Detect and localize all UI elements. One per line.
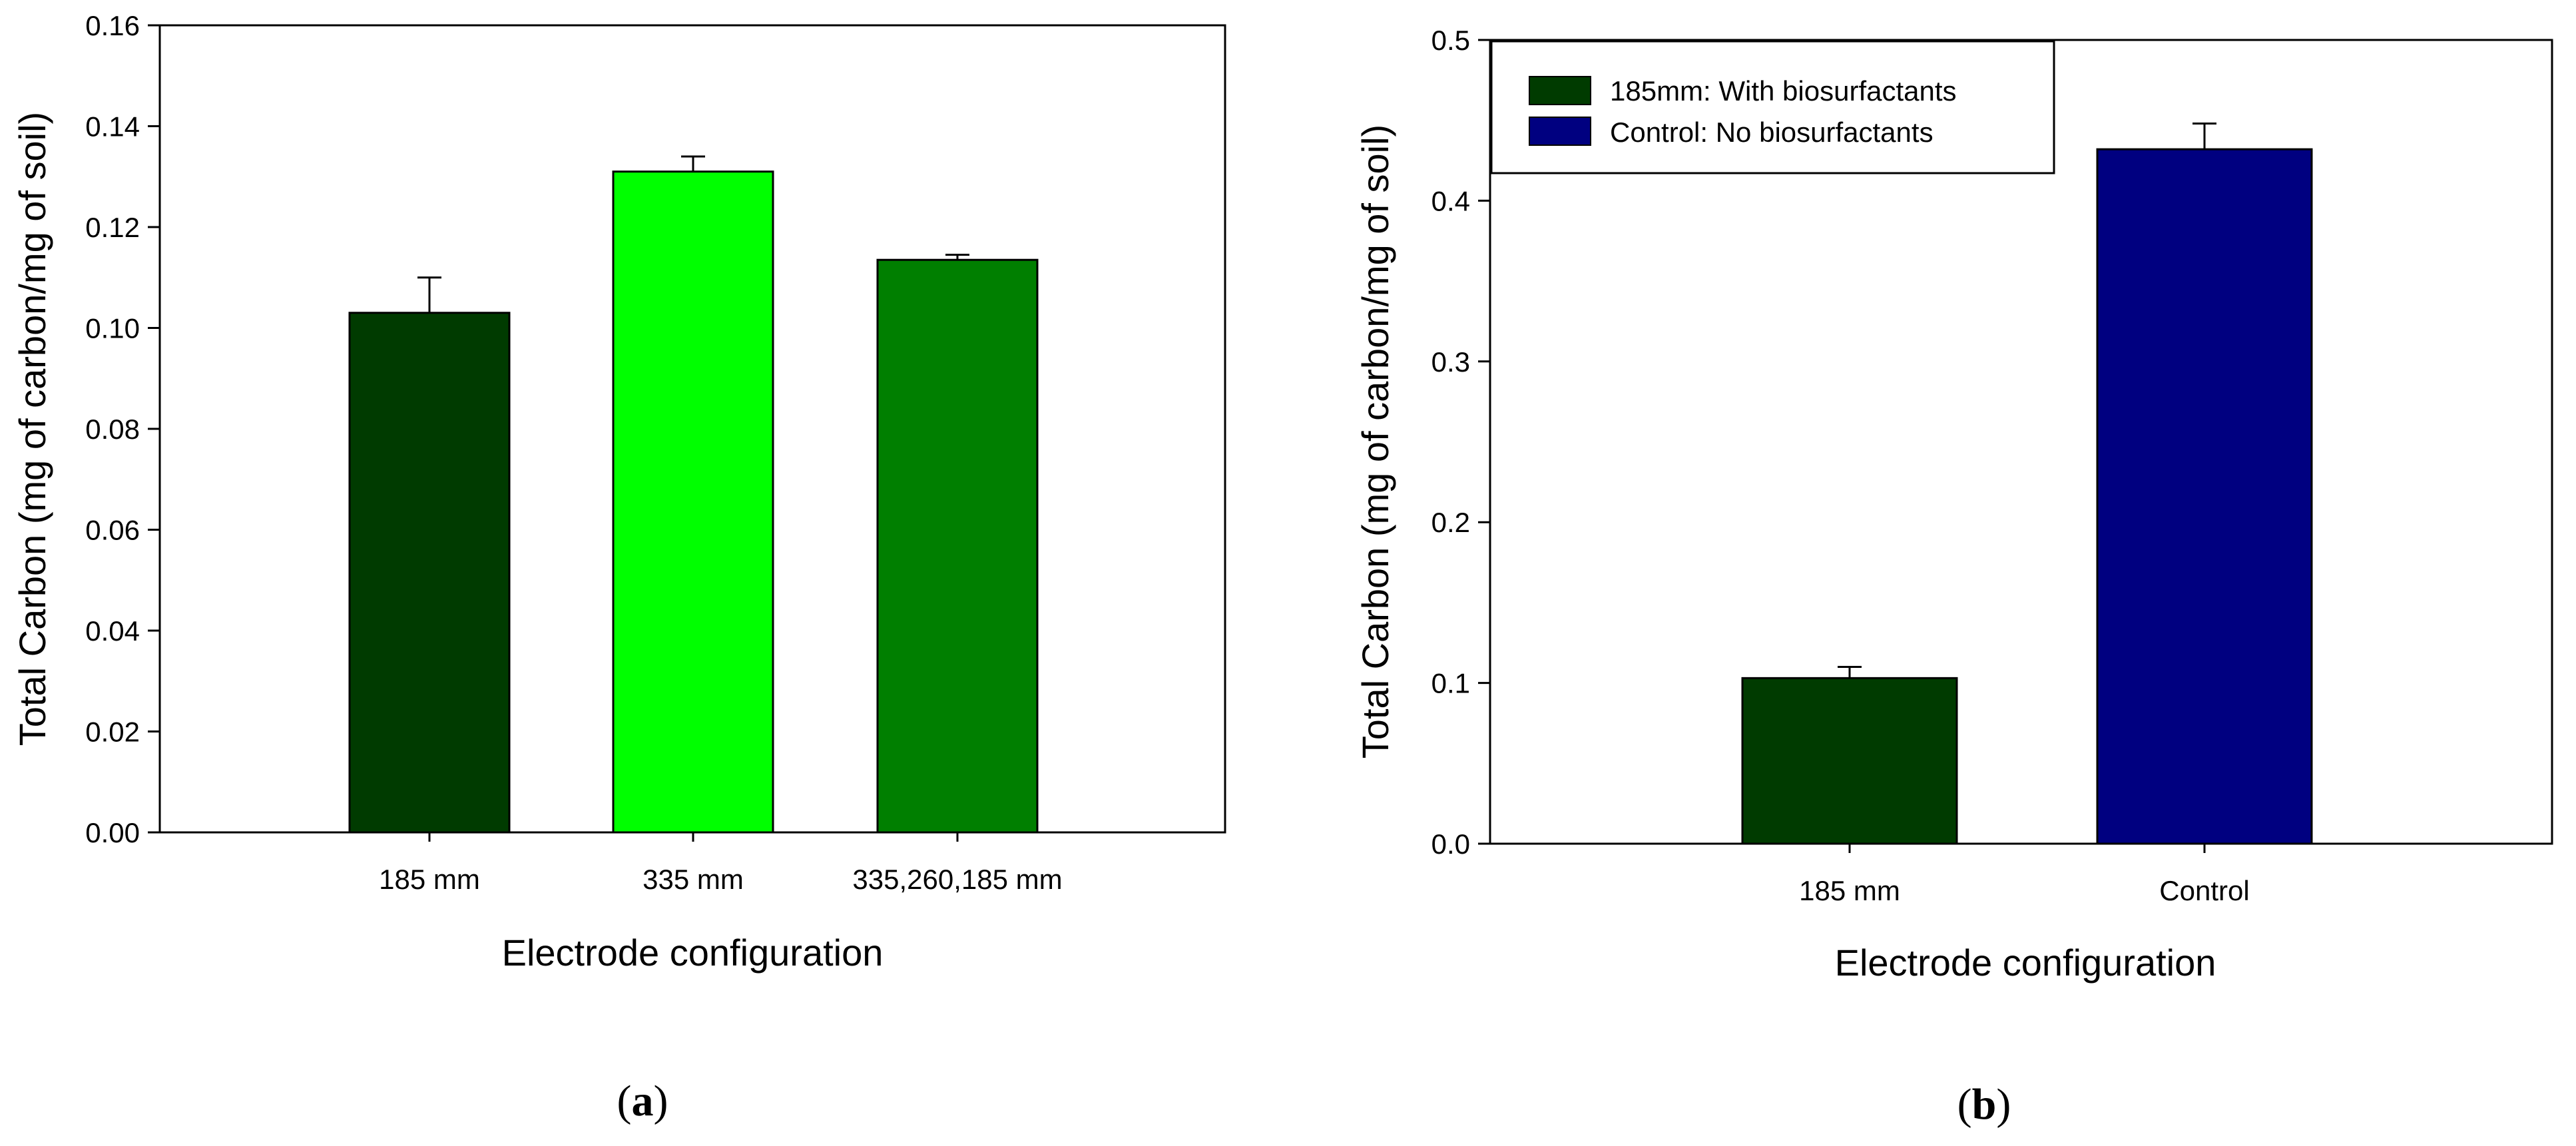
legend-swatch-0 <box>1529 76 1591 105</box>
y-tick-label-0: 0.00 <box>85 817 140 848</box>
panel-label-b: (b) <box>1957 1080 2011 1129</box>
x-tick-label-2: 335,260,185 mm <box>852 864 1062 895</box>
y-axis-a: 0.00 0.02 0.04 0.06 0.08 0.10 0.12 0.14 0.16 <box>85 10 160 848</box>
x-tick-label-1: 335 mm <box>643 864 744 895</box>
chart-panel-a: 0.00 0.02 0.04 0.06 0.08 0.10 0.12 0.14 0.16 185… <box>11 10 1226 1125</box>
y-tick-label-1: 0.02 <box>85 716 140 748</box>
x-axis-b: 185 mm Control <box>1799 844 2250 906</box>
y-tick-label-8: 0.16 <box>85 10 140 41</box>
bar-1 <box>612 170 774 834</box>
panel-label-a: (a) <box>617 1077 668 1125</box>
y-axis-title-a: Total Carbon (mg of carbon/mg of soil) <box>11 112 53 746</box>
y-tick-label-2: 0.2 <box>1431 507 1470 538</box>
y-tick-label-5: 0.5 <box>1431 25 1470 56</box>
y-tick-label-0: 0.0 <box>1431 828 1470 860</box>
legend-label-1: Control: No biosurfactants <box>1610 117 1933 148</box>
y-tick-label-5: 0.10 <box>85 313 140 344</box>
bar-0 <box>348 312 511 834</box>
y-tick-label-4: 0.08 <box>85 414 140 445</box>
x-axis-title-b: Electrode configuration <box>1835 942 2216 984</box>
x-tick-label-0: 185 mm <box>1799 875 1900 906</box>
y-axis-title-b: Total Carbon (mg of carbon/mg of soil) <box>1354 125 1396 758</box>
bars-a <box>348 155 1039 834</box>
plot-frame-b <box>1489 39 2553 845</box>
x-axis-title-a: Electrode configuration <box>502 932 884 974</box>
y-axis-b: 0.0 0.1 0.2 0.3 0.4 0.5 <box>1431 25 1490 860</box>
legend-swatch-1 <box>1529 117 1591 146</box>
x-tick-label-1: Control <box>2159 875 2249 906</box>
y-tick-label-6: 0.12 <box>85 212 140 243</box>
bars-b <box>1741 123 2313 845</box>
y-tick-label-7: 0.14 <box>85 111 140 143</box>
y-tick-label-4: 0.4 <box>1431 185 1470 216</box>
y-tick-label-3: 0.3 <box>1431 346 1470 378</box>
bar-0 <box>1741 677 1958 845</box>
x-tick-label-0: 185 mm <box>379 864 480 895</box>
y-tick-label-1: 0.1 <box>1431 668 1470 699</box>
legend-box <box>1490 40 2055 174</box>
legend-b: 185mm: With biosurfactants Control: No b… <box>1490 40 2055 174</box>
legend-label-0: 185mm: With biosurfactants <box>1610 75 1957 107</box>
y-tick-label-2: 0.04 <box>85 615 140 647</box>
bar-1 <box>2096 148 2313 845</box>
x-axis-a: 185 mm 335 mm 335,260,185 mm <box>379 832 1063 895</box>
y-tick-label-3: 0.06 <box>85 515 140 546</box>
bar-2 <box>876 258 1039 834</box>
chart-panel-b: 0.0 0.1 0.2 0.3 0.4 0.5 185 mm Control 185mm: … <box>1354 25 2553 1129</box>
